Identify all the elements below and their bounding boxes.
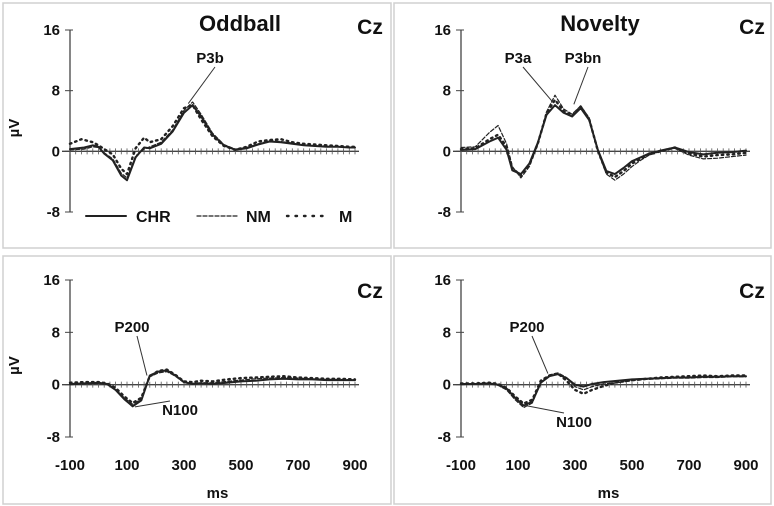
legend-label: CHR (136, 209, 171, 226)
y-tick-label: 16 (43, 272, 60, 289)
x-tick-label: 700 (676, 457, 701, 474)
panel-frame (393, 255, 772, 505)
x-tick-label: 500 (619, 457, 644, 474)
y-axis-label: µV (6, 356, 23, 375)
x-tick-label: 100 (114, 457, 139, 474)
electrode-label: Cz (357, 280, 383, 303)
annotation-leader (522, 66, 554, 103)
y-tick-label: 0 (443, 143, 451, 160)
x-tick-label: 900 (733, 457, 758, 474)
y-tick-label: 8 (52, 83, 60, 100)
x-axis-label: ms (207, 485, 229, 502)
y-tick-label: 0 (52, 377, 60, 394)
x-tick-label: 900 (342, 457, 367, 474)
electrode-label: Cz (739, 16, 765, 39)
component-label: P3a (505, 50, 532, 67)
y-tick-label: 0 (52, 143, 60, 160)
electrode-label: Cz (357, 16, 383, 39)
x-tick-label: 300 (562, 457, 587, 474)
annotation-leader (573, 66, 589, 105)
panel-frame (2, 255, 392, 505)
y-tick-label: -8 (47, 429, 60, 446)
y-tick-label: 16 (434, 272, 451, 289)
annotation-leader (525, 405, 565, 414)
series-line-nm (69, 101, 356, 179)
y-axis-label: µV (6, 119, 23, 138)
annotation-leader (134, 400, 171, 408)
chart-title: Novelty (560, 11, 640, 36)
x-tick-label: 700 (285, 457, 310, 474)
y-tick-label: 8 (52, 324, 60, 341)
y-tick-label: -8 (47, 204, 60, 221)
x-tick-label: -100 (55, 457, 85, 474)
component-label: P3bn (565, 50, 602, 67)
y-tick-label: 8 (443, 83, 451, 100)
series-line-nm (69, 371, 356, 405)
legend-label: NM (246, 209, 271, 226)
y-tick-label: 8 (443, 324, 451, 341)
y-tick-label: 16 (43, 22, 60, 39)
series-line-m (68, 368, 357, 405)
component-label: P3b (196, 50, 224, 67)
x-tick-label: -100 (446, 457, 476, 474)
panel-frame (393, 2, 772, 249)
component-label: P200 (509, 319, 544, 336)
y-tick-label: 16 (434, 22, 451, 39)
component-label: P200 (114, 319, 149, 336)
x-tick-label: 100 (505, 457, 530, 474)
component-label: N100 (162, 402, 198, 419)
x-axis-label: ms (598, 485, 620, 502)
component-label: N100 (556, 414, 592, 431)
y-tick-label: 0 (443, 377, 451, 394)
x-tick-label: 500 (228, 457, 253, 474)
series-line-chr (460, 373, 747, 407)
y-tick-label: -8 (438, 429, 451, 446)
series-line-m (459, 372, 748, 405)
electrode-label: Cz (739, 280, 765, 303)
y-tick-label: -8 (438, 204, 451, 221)
chart-title: Oddball (199, 11, 281, 36)
legend-label: M (339, 209, 352, 226)
series-line-nm (460, 372, 747, 409)
x-tick-label: 300 (171, 457, 196, 474)
annotation-leader (187, 66, 216, 104)
series-line-chr (69, 104, 356, 182)
series-line-m (459, 98, 748, 179)
panel-frame (2, 2, 392, 249)
annotation-leader (136, 335, 148, 376)
series-line-m (68, 103, 357, 176)
annotation-leader (531, 335, 549, 374)
